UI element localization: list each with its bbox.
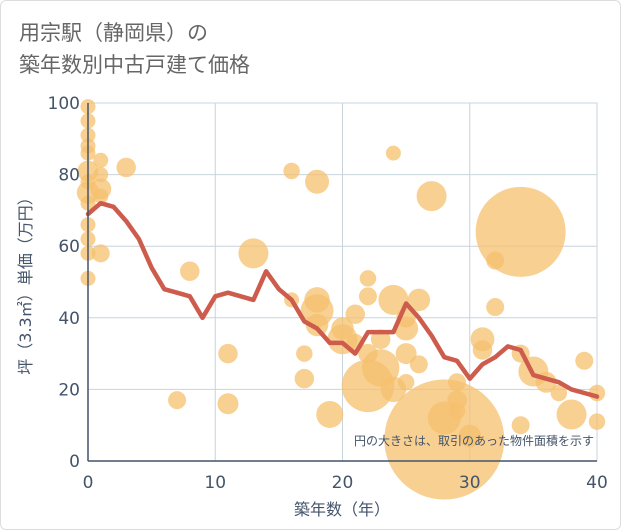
data-bubble [395,343,417,365]
data-bubble [180,261,200,282]
size-annotation: 円の大きさは、取引のあった物件面積を示す [354,433,594,448]
y-tick-label: 100 [48,94,80,114]
title-line-2: 築年数別中古戸建て価格 [19,53,250,77]
data-bubble [385,145,401,161]
data-bubble [384,379,505,500]
x-tick-label: 30 [459,473,481,493]
data-bubble [304,287,330,313]
y-axis-label: 坪（3.3㎡）単価（万円） [16,189,35,374]
x-tick-label: 0 [83,473,94,493]
data-bubble [294,368,315,389]
average-line-series [85,200,600,399]
y-tick-label: 80 [58,166,80,186]
data-bubble [416,181,447,212]
data-bubble [556,399,587,430]
axes [87,103,597,462]
y-tick-label: 40 [58,309,80,329]
data-bubble [397,373,415,391]
data-bubble [458,424,481,448]
data-bubble [359,270,377,287]
data-bubble [218,343,238,364]
data-bubble [472,340,493,360]
data-bubble [91,244,110,263]
data-bubble [331,317,354,340]
data-bubble [296,345,313,362]
x-axis-label: 築年数（年） [294,500,390,519]
data-bubble [511,416,530,435]
y-tick-label: 60 [58,237,80,257]
data-bubble [486,251,505,270]
data-bubble [93,167,109,183]
chart-title: 用宗駅（静岡県）の 築年数別中古戸建て価格 [19,17,250,81]
data-bubble [93,188,109,204]
y-tick-label: 20 [58,380,80,400]
data-bubble [238,238,269,269]
data-bubble [407,288,431,312]
data-bubble [358,343,378,364]
x-tick-label: 10 [204,473,226,493]
data-bubble [588,413,606,430]
data-bubble [305,313,329,337]
data-bubble [316,400,344,428]
data-bubble [305,169,330,194]
data-bubble [409,355,428,374]
data-bubble [486,298,505,317]
data-bubble [448,402,466,420]
data-bubble [283,162,300,180]
data-bubble [168,391,187,410]
x-tick-label: 20 [332,473,354,493]
data-bubble [448,373,467,392]
data-bubble [370,329,391,350]
y-tick-label: 0 [69,452,80,472]
data-bubble [378,284,409,315]
data-bubble [116,157,136,178]
data-bubble [217,393,239,415]
average-line [85,200,600,399]
data-bubble [575,351,594,370]
tick-labels: 0 10 20 30 40 0 20 40 60 80 100 [48,94,608,493]
title-line-1: 用宗駅（静岡県）の [19,21,208,45]
x-tick-label: 40 [586,473,608,493]
data-bubble [550,384,568,402]
data-bubble [345,304,365,324]
data-bubble [358,287,377,306]
data-bubble [93,152,109,168]
